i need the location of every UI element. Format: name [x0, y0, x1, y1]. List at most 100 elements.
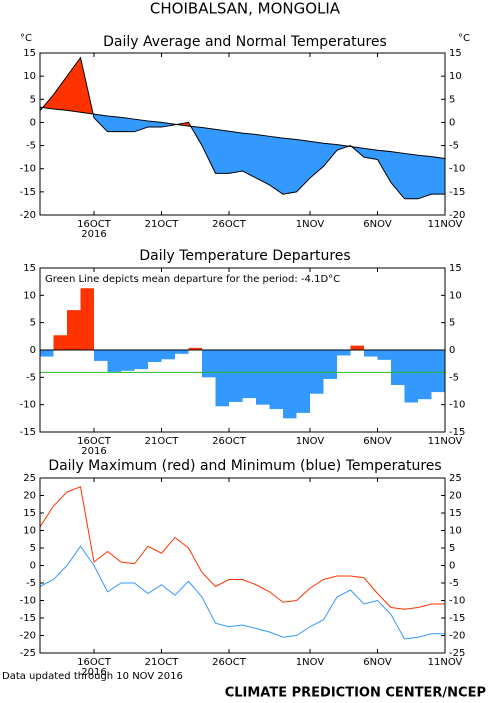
bar: [323, 350, 337, 379]
bar: [431, 350, 445, 393]
departure-fill: [161, 122, 175, 128]
x-tick-sublabel: 2016: [81, 229, 106, 240]
bar: [134, 350, 148, 370]
departure-fill: [256, 134, 270, 185]
annotation: Green Line depicts mean departure for th…: [45, 274, 340, 285]
departure-fill: [94, 114, 108, 132]
bar: [202, 350, 216, 378]
y-tick-label: 15: [23, 263, 36, 274]
y-tick-label: -5: [449, 141, 459, 152]
y-tick-label: 5: [449, 94, 455, 105]
departure-fill: [229, 131, 243, 174]
departure-fill: [377, 150, 391, 183]
y-tick-label: 0: [449, 561, 455, 572]
bar: [310, 350, 324, 394]
departure-fill: [121, 117, 135, 132]
plot-frame: [39, 267, 446, 433]
departure-fill: [418, 155, 432, 199]
x-tick-label: 1NOV: [296, 219, 325, 230]
bar: [80, 288, 94, 350]
x-tick-label: 16OCT: [77, 436, 112, 447]
departure-fill: [404, 153, 418, 199]
y-tick-label: 0: [449, 117, 455, 128]
y-tick-label: -5: [26, 578, 36, 589]
series-line: [39, 106, 446, 160]
y-tick-label: -20: [449, 210, 465, 221]
y-tick-label: -15: [20, 187, 36, 198]
series-line: [39, 56, 445, 200]
departure-fill: [215, 129, 229, 174]
y-tick-label: 0: [30, 117, 36, 128]
y-tick-label: 0: [30, 561, 36, 572]
bar: [229, 350, 243, 402]
y-tick-label: 15: [449, 48, 462, 59]
x-tick-label: 11NOV: [428, 657, 463, 668]
y-tick-label: 5: [30, 543, 36, 554]
bar: [161, 350, 175, 360]
bar: [53, 335, 67, 350]
x-tick-sublabel: 2016: [81, 667, 106, 678]
bar: [337, 350, 351, 356]
y-tick-label: 5: [449, 543, 455, 554]
y-tick-label: -15: [449, 187, 465, 198]
y-tick-label: -20: [20, 631, 36, 642]
departure-fill: [431, 156, 445, 195]
bar: [350, 345, 364, 350]
departure-fill: [134, 119, 148, 132]
y-tick-label: -15: [20, 613, 36, 624]
x-tick-label: 11NOV: [428, 436, 463, 447]
y-tick-label: 15: [449, 508, 462, 519]
y-tick-label: 10: [23, 71, 36, 82]
x-tick-label: 21OCT: [145, 657, 180, 668]
bar: [148, 350, 162, 363]
y-tick-label: -25: [20, 648, 36, 659]
departure-fill: [53, 76, 67, 111]
departure-fill: [67, 57, 81, 113]
departure-fill: [107, 115, 121, 132]
panel-title: Daily Average and Normal Temperatures: [103, 34, 387, 50]
departure-fill: [202, 127, 216, 174]
bar: [121, 350, 135, 371]
y-tick-label: -5: [449, 578, 459, 589]
x-tick-label: 26OCT: [212, 436, 247, 447]
panel-title: Daily Temperature Departures: [139, 248, 350, 264]
credit: CLIMATE PREDICTION CENTER/NCEP: [225, 686, 486, 701]
y-tick-label: -10: [20, 164, 36, 175]
departure-fill: [283, 138, 297, 195]
x-tick-label: 16OCT: [77, 219, 112, 230]
x-tick-label: 26OCT: [212, 219, 247, 230]
y-tick-label: -10: [449, 164, 465, 175]
y-tick-label: -10: [20, 596, 36, 607]
bar: [391, 350, 405, 385]
y-tick-label: 10: [449, 526, 462, 537]
x-tick-label: 26OCT: [212, 657, 247, 668]
x-tick-label: 11NOV: [428, 219, 463, 230]
bar: [67, 310, 81, 350]
y-tick-label: 15: [449, 263, 462, 274]
y-tick-label: -10: [449, 400, 465, 411]
bar: [188, 347, 202, 350]
y-tick-label: -15: [449, 613, 465, 624]
y-tick-label: -15: [20, 427, 36, 438]
y-tick-label: 0: [30, 345, 36, 356]
bar: [215, 350, 229, 407]
y-tick-label: 25: [449, 473, 462, 484]
departure-fill: [323, 143, 337, 167]
panel-title: Daily Maximum (red) and Minimum (blue) T…: [48, 458, 441, 474]
series-line: [39, 545, 445, 640]
bar: [94, 350, 108, 361]
y-unit-label: °C: [20, 33, 32, 44]
y-tick-label: 15: [23, 508, 36, 519]
y-tick-label: -5: [26, 372, 36, 383]
footer-note: Data updated through 10 NOV 2016: [2, 671, 183, 682]
departure-fill: [391, 151, 405, 199]
x-tick-label: 6NOV: [363, 436, 392, 447]
y-tick-label: 10: [449, 290, 462, 301]
y-tick-label: 5: [30, 94, 36, 105]
y-tick-label: -5: [26, 141, 36, 152]
x-tick-label: 6NOV: [363, 219, 392, 230]
y-tick-label: 5: [449, 318, 455, 329]
y-tick-label: -10: [449, 596, 465, 607]
